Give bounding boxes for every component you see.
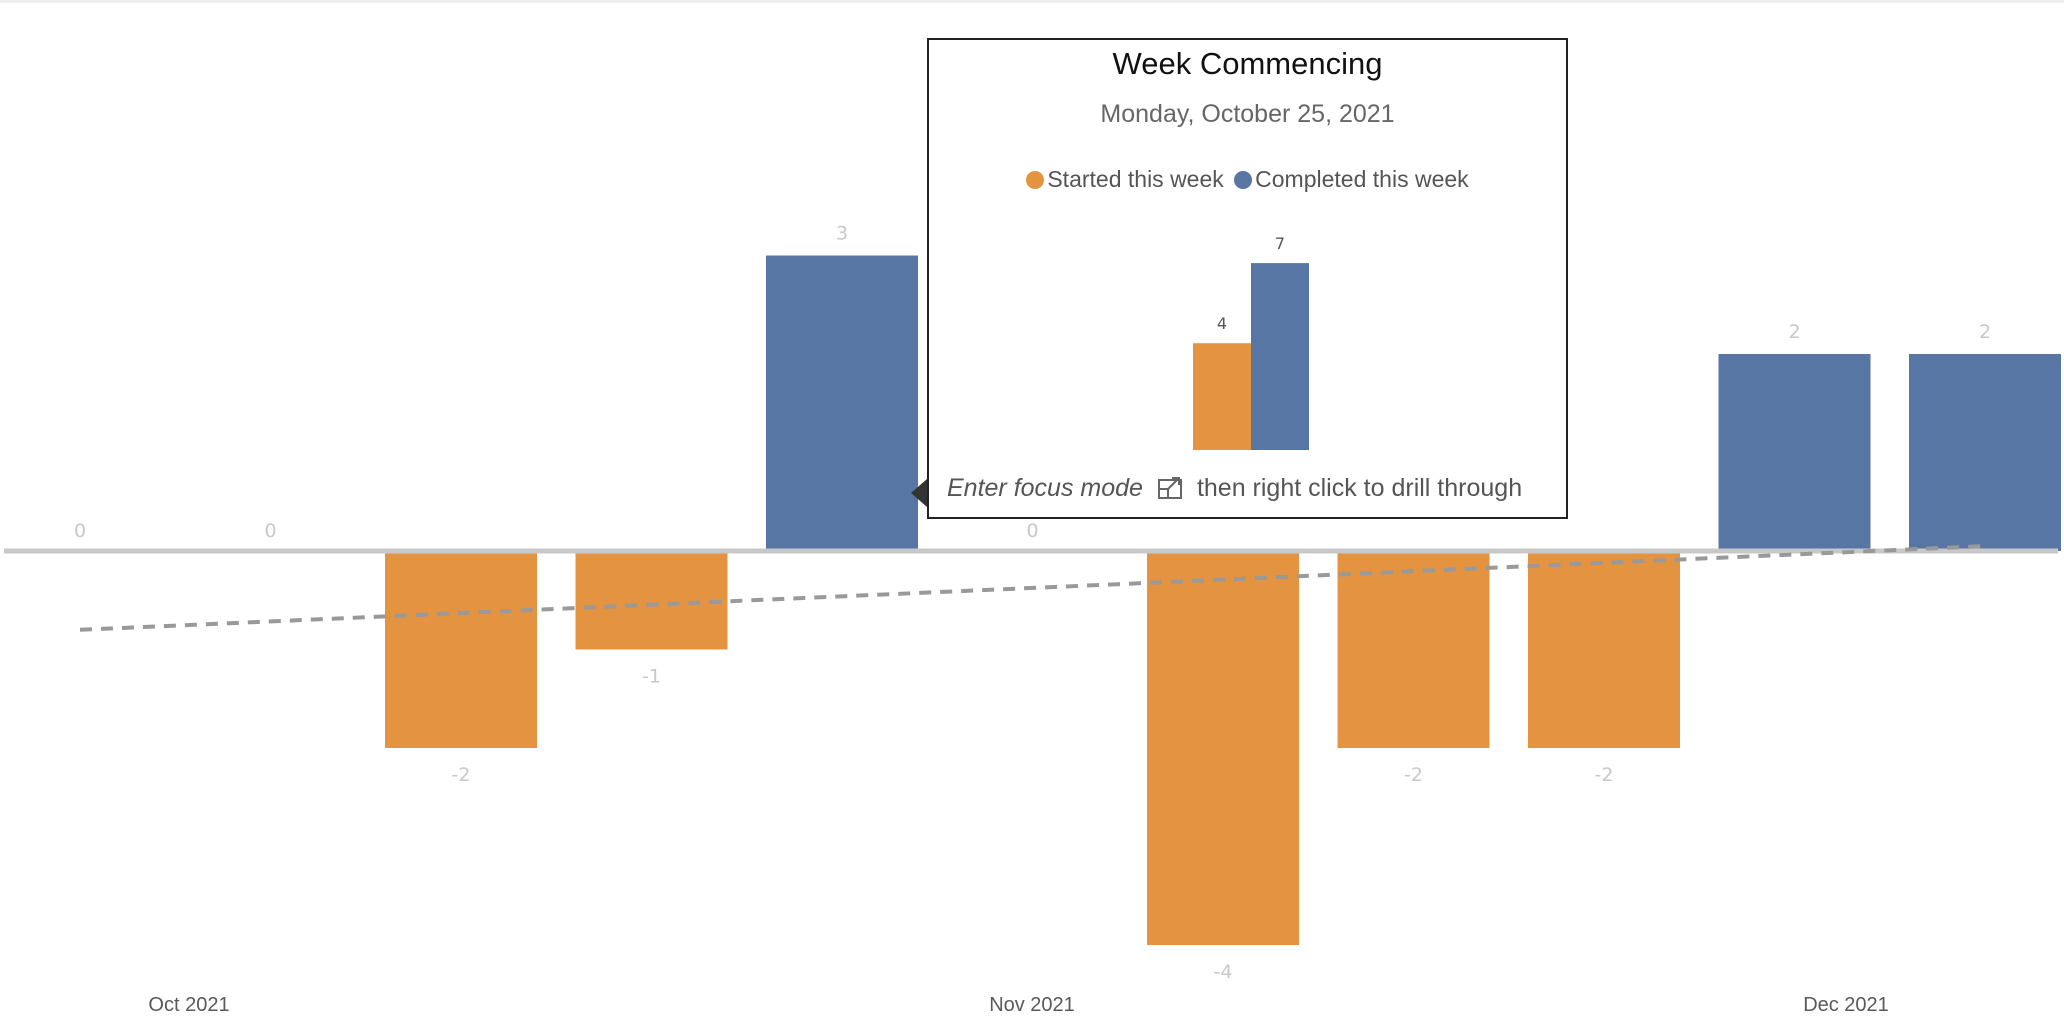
bar-7: [1337, 551, 1490, 748]
tooltip-legend: Started this week Completed this week: [929, 166, 1566, 193]
data-label-3: -1: [642, 666, 661, 688]
bar-10: [1909, 354, 2061, 551]
bar-3: [575, 551, 728, 650]
data-label-6: -4: [1214, 961, 1233, 983]
data-label-5: 0: [1026, 520, 1038, 542]
focus-mode-icon: [1157, 477, 1182, 499]
legend-item-completed: Completed this week: [1234, 166, 1469, 193]
data-label-7: -2: [1404, 764, 1423, 786]
x-tick-label-0: Oct 2021: [148, 994, 229, 1016]
tooltip-subtitle: Monday, October 25, 2021: [1100, 100, 1395, 128]
legend-item-started: Started this week: [1026, 166, 1224, 193]
x-tick-label-2: Dec 2021: [1803, 994, 1889, 1016]
mini-bar-0: [1193, 343, 1251, 450]
mini-bar-1: [1251, 263, 1309, 450]
data-label-1: 0: [264, 520, 276, 542]
tooltip-pointer: [911, 479, 927, 507]
legend-label-started: Started this week: [1047, 166, 1224, 192]
legend-dot-started: [1026, 171, 1045, 189]
data-label-0: 0: [74, 520, 86, 542]
top-border: [0, 0, 2064, 3]
data-label-9: 2: [1788, 321, 1800, 343]
bar-9: [1718, 354, 1871, 551]
bar-2: [385, 551, 537, 748]
data-label-4: 3: [836, 223, 848, 245]
bar-8: [1528, 551, 1680, 748]
drill-through-hint: then right click to drill through: [1196, 474, 1523, 502]
trend-line: [79, 544, 1986, 632]
bar-4: [766, 255, 918, 551]
legend-label-completed: Completed this week: [1255, 166, 1469, 192]
x-tick-label-1: Nov 2021: [989, 994, 1075, 1016]
tooltip-title: Week Commencing: [1112, 46, 1383, 81]
tooltip: Week Commencing Monday, October 25, 2021…: [927, 38, 1568, 519]
data-label-10: 2: [1979, 321, 1991, 343]
focus-mode-hint: Enter focus mode: [947, 474, 1143, 502]
data-label-8: -2: [1595, 764, 1614, 786]
legend-dot-completed: [1234, 171, 1253, 189]
tooltip-mini-chart: 47: [1193, 234, 1309, 450]
mini-label-1: 7: [1275, 234, 1285, 253]
mini-label-0: 4: [1217, 314, 1227, 333]
bar-6: [1147, 551, 1299, 945]
tooltip-footer: Enter focus mode then right click to dril…: [947, 474, 1522, 503]
data-label-2: -2: [452, 764, 471, 786]
